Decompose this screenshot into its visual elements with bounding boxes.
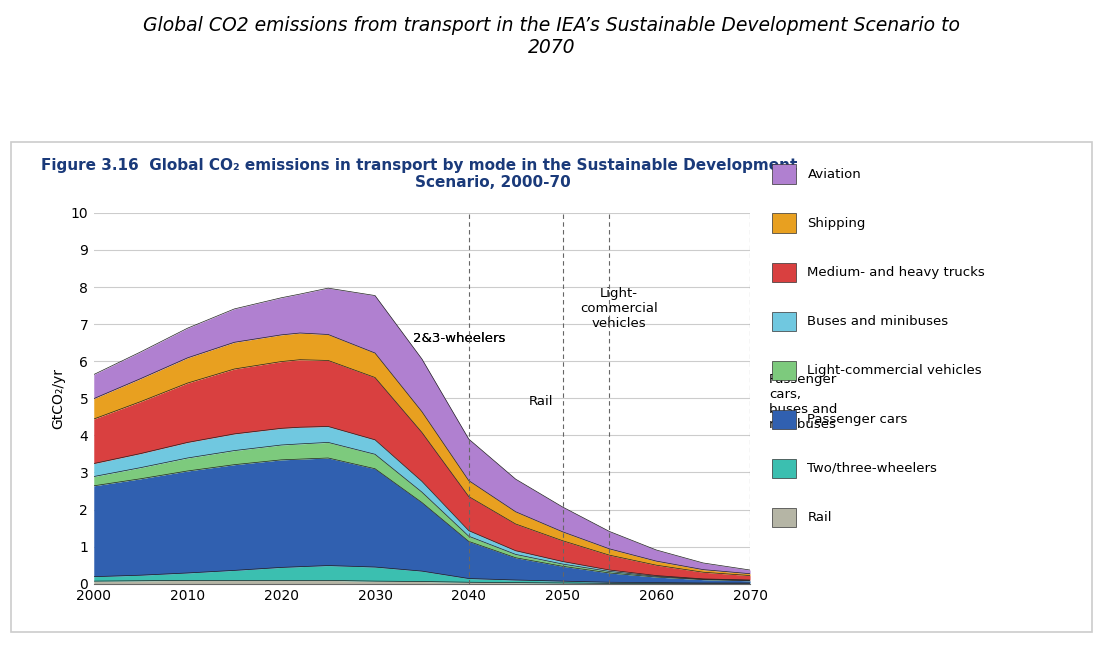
Text: Light-
commercial
vehicles: Light- commercial vehicles bbox=[580, 287, 657, 330]
Text: Buses and minibuses: Buses and minibuses bbox=[807, 315, 949, 328]
Text: Medium- and heavy trucks: Medium- and heavy trucks bbox=[807, 266, 985, 279]
Text: Light-commercial vehicles: Light-commercial vehicles bbox=[807, 364, 982, 377]
Text: Global CO2 emissions from transport in the IEA’s Sustainable Development Scenari: Global CO2 emissions from transport in t… bbox=[143, 16, 960, 57]
Text: Shipping: Shipping bbox=[807, 217, 866, 230]
Text: Two/three-wheelers: Two/three-wheelers bbox=[807, 462, 938, 475]
Text: Aviation: Aviation bbox=[807, 168, 861, 181]
Y-axis label: GtCO₂/yr: GtCO₂/yr bbox=[51, 368, 65, 429]
Text: Rail: Rail bbox=[807, 511, 832, 524]
Text: Rail: Rail bbox=[528, 395, 554, 408]
Text: Figure 3.16  Global CO₂ emissions in transport by mode in the Sustainable Develo: Figure 3.16 Global CO₂ emissions in tran… bbox=[41, 158, 797, 190]
Text: Passenger cars: Passenger cars bbox=[807, 413, 908, 426]
Text: 2&3-wheelers: 2&3-wheelers bbox=[413, 332, 505, 346]
Text: Passenger
cars,
buses and
minibuses: Passenger cars, buses and minibuses bbox=[769, 373, 837, 431]
Text: 2&3-wheelers: 2&3-wheelers bbox=[413, 332, 505, 346]
